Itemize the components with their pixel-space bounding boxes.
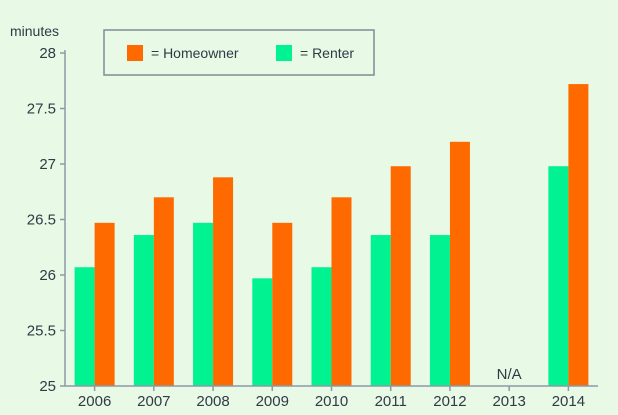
x-tick-label: 2012 [433, 393, 466, 410]
y-tick-label: 26.5 [27, 212, 56, 229]
x-tick-label: 2013 [492, 393, 525, 410]
legend-box [103, 29, 375, 76]
x-tick-label: 2014 [552, 393, 585, 410]
y-tick-label: 28 [39, 45, 56, 62]
x-tick-label: 2008 [196, 393, 229, 410]
x-tick-label: 2007 [137, 393, 170, 410]
bar-renter-2006 [74, 267, 95, 386]
bar-renter-2010 [311, 267, 332, 386]
legend-swatch-renter [276, 45, 292, 61]
bar-renter-2009 [252, 278, 273, 386]
bar-renter-2012 [429, 235, 450, 386]
bar-homeowner-2012 [449, 141, 470, 386]
y-tick-label: 25 [39, 378, 56, 395]
y-axis-ticks: 25 25.5 26 26.5 27 27.5 28 [27, 45, 65, 395]
bars: N/A [74, 84, 589, 386]
y-tick-label: 26 [39, 267, 56, 284]
bar-homeowner-2009 [272, 222, 293, 386]
bar-renter-2011 [370, 235, 391, 386]
x-axis-labels: 2006 2007 2008 2009 2010 2011 2012 2013 2014 [78, 386, 585, 410]
y-tick-label: 27 [39, 156, 56, 173]
bar-homeowner-2006 [94, 222, 115, 386]
bar-renter-2014 [548, 166, 569, 386]
legend: = Homeowner = Renter [103, 29, 375, 76]
bar-homeowner-2008 [213, 177, 234, 386]
bar-homeowner-2014 [568, 84, 589, 386]
x-tick-label: 2011 [375, 393, 407, 410]
legend-label-renter: = Renter [300, 45, 354, 61]
bar-renter-2007 [133, 235, 154, 386]
y-axis-unit-label: minutes [10, 23, 59, 39]
bar-homeowner-2011 [390, 166, 411, 386]
bar-homeowner-2007 [153, 197, 174, 386]
legend-swatch-homeowner [127, 45, 143, 61]
legend-label-homeowner: = Homeowner [151, 45, 239, 61]
x-tick-label: 2006 [78, 393, 111, 410]
bar-renter-2008 [193, 222, 214, 386]
missing-data-label: N/A [497, 366, 522, 383]
x-tick-label: 2010 [315, 393, 348, 410]
y-tick-label: 27.5 [27, 101, 56, 118]
y-tick-label: 25.5 [27, 323, 56, 340]
bar-homeowner-2010 [331, 197, 352, 386]
x-tick-label: 2009 [256, 393, 289, 410]
